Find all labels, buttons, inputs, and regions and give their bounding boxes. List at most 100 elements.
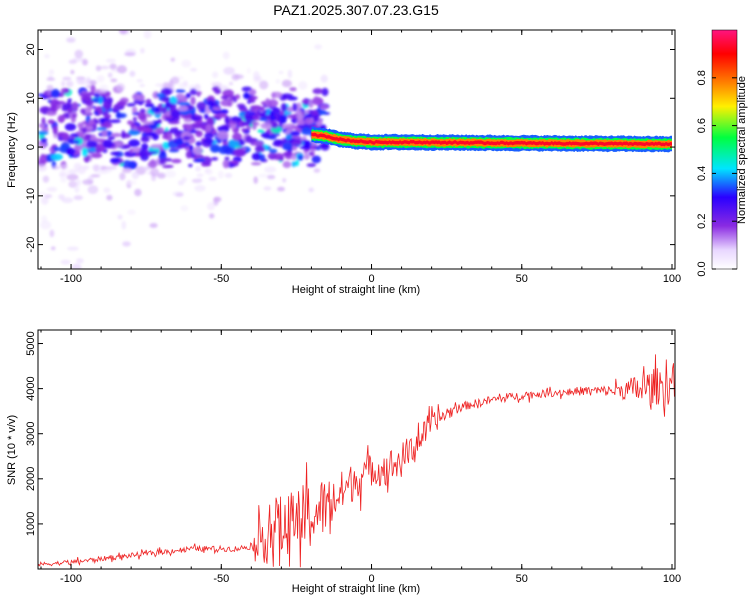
heat-blob: [85, 140, 98, 148]
heat-blob: [241, 86, 253, 92]
heat-blob: [96, 75, 105, 83]
heat-blob: [204, 168, 213, 175]
heat-blob: [116, 100, 127, 107]
heat-blob: [128, 139, 141, 148]
y-tick-label: -20: [25, 237, 37, 253]
heat-blob: [146, 151, 158, 155]
heat-blob: [294, 159, 300, 167]
spectrogram-frame: [37, 29, 676, 270]
heat-blob: [142, 121, 155, 125]
heat-blob: [279, 110, 285, 116]
heat-blob: [93, 164, 100, 172]
heat-blob: [94, 92, 101, 100]
heat-blob: [109, 119, 121, 123]
heat-blob: [96, 127, 107, 131]
heat-blob: [258, 173, 269, 178]
heat-blob: [140, 136, 150, 143]
heat-blob: [50, 153, 63, 161]
heat-blob: [60, 259, 71, 265]
heat-blob: [47, 119, 55, 125]
x-tick-label: 100: [663, 573, 681, 585]
heat-blob: [87, 185, 99, 195]
snr-ylabel: SNR (10 * v/v): [6, 415, 18, 485]
colorbar-ticks: 0.0 0.2 0.4 0.6 0.8: [696, 70, 737, 277]
heat-blob: [119, 30, 128, 35]
spectrogram-ridge: [311, 126, 672, 153]
heat-blob: [233, 147, 246, 157]
heat-blob: [68, 59, 78, 64]
heat-blob: [212, 109, 224, 115]
heat-blob: [232, 132, 243, 141]
heat-blob: [91, 152, 103, 159]
heat-blob: [308, 187, 315, 193]
heat-blob: [131, 106, 138, 114]
heat-blob: [38, 123, 46, 129]
heat-blob: [296, 111, 303, 121]
heat-blob: [102, 100, 112, 110]
heat-blob: [301, 127, 313, 136]
heat-blob: [74, 185, 80, 193]
x-tick-label: -100: [60, 273, 82, 285]
heat-blob: [213, 197, 219, 206]
heat-blob: [185, 150, 192, 159]
heat-blob: [117, 214, 123, 220]
heat-blob: [275, 79, 281, 84]
heat-blob: [74, 140, 80, 144]
heat-blob: [162, 164, 174, 169]
heat-blob: [222, 159, 230, 169]
heat-blob: [64, 88, 70, 93]
heat-blob: [259, 80, 269, 90]
heat-blob: [131, 148, 140, 153]
colorbar-gradient: [711, 29, 738, 270]
heat-blob: [254, 112, 261, 118]
heat-blob: [194, 83, 201, 92]
heat-blob: [98, 96, 103, 105]
heat-blob: [207, 202, 215, 211]
heat-blob: [319, 104, 329, 110]
heat-blob: [149, 159, 156, 166]
heat-blob: [62, 132, 70, 141]
heat-blob: [53, 146, 60, 152]
heat-blob: [137, 111, 147, 121]
colorbar-tick-label: 0.8: [696, 70, 708, 85]
heat-blob: [196, 173, 204, 177]
heat-blob: [241, 128, 248, 132]
colorbar: 0.0 0.2 0.4 0.6 0.8 Normalized spectral ampl…: [696, 29, 748, 277]
heat-blob: [144, 102, 155, 108]
heat-blob: [165, 110, 171, 117]
y-tick-label: 1000: [25, 512, 37, 536]
heat-blob: [50, 103, 59, 113]
heat-blob: [57, 114, 65, 123]
heat-blob: [235, 94, 241, 100]
heat-blob: [278, 71, 284, 74]
heat-blob: [85, 99, 94, 107]
heat-blob: [222, 89, 234, 98]
heat-blob: [145, 131, 156, 137]
heat-blob: [82, 127, 87, 134]
heat-blob: [180, 205, 189, 212]
heat-blob: [128, 162, 137, 170]
spectrogram-heatmap: [38, 30, 672, 269]
heat-blob: [297, 124, 304, 129]
heat-blob: [72, 113, 77, 118]
heat-blob: [192, 146, 203, 155]
heat-blob: [195, 141, 202, 147]
heat-blob: [236, 103, 246, 109]
heat-blob: [82, 58, 88, 66]
heat-blob: [51, 165, 60, 170]
heat-blob: [211, 157, 219, 161]
heat-blob: [73, 195, 84, 200]
ridge-band: [311, 132, 672, 147]
heat-blob: [136, 79, 143, 83]
heat-blob: [76, 258, 84, 264]
heat-blob: [155, 83, 165, 87]
heat-blob: [38, 164, 47, 172]
heat-blob: [245, 135, 252, 143]
heat-blob: [190, 68, 198, 72]
heat-blob: [263, 186, 272, 191]
heat-blob: [209, 213, 215, 219]
heat-blob: [95, 65, 102, 72]
heat-blob: [128, 129, 140, 136]
heat-blob: [244, 114, 254, 123]
heat-blob: [66, 37, 76, 43]
